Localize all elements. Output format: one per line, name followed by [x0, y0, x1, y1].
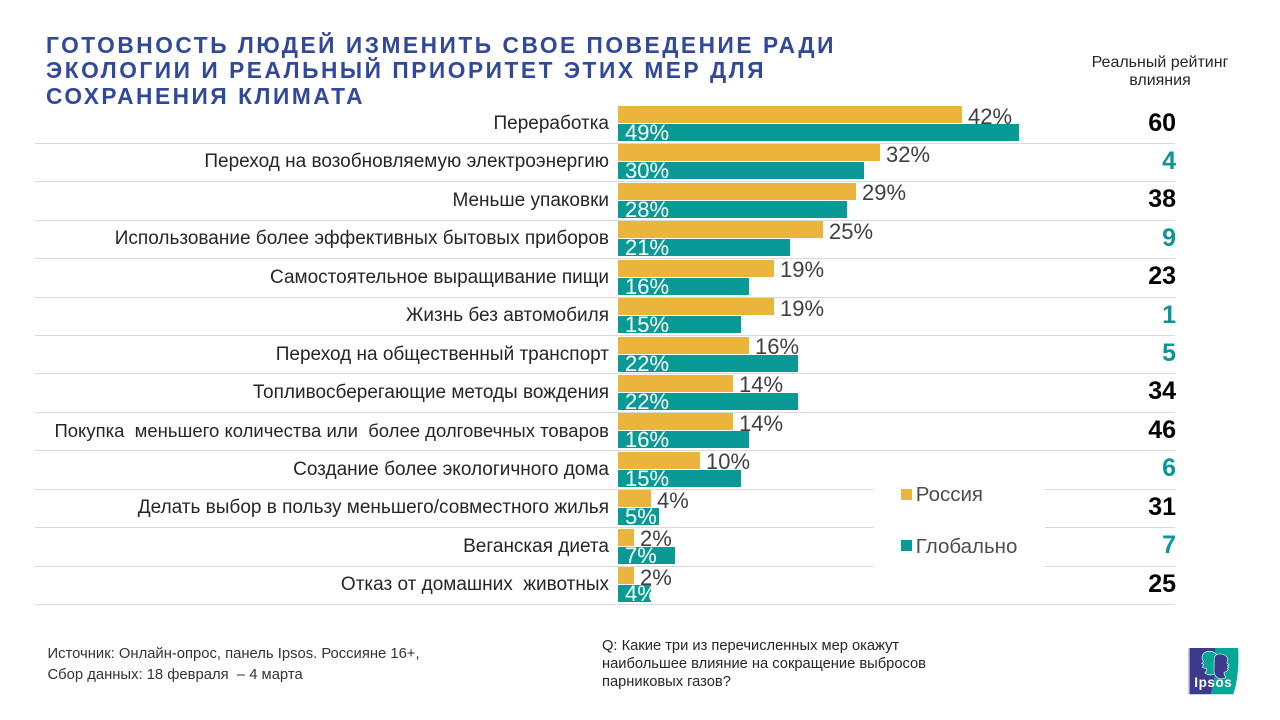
svg-text:Ipsos: Ipsos [1194, 675, 1232, 690]
